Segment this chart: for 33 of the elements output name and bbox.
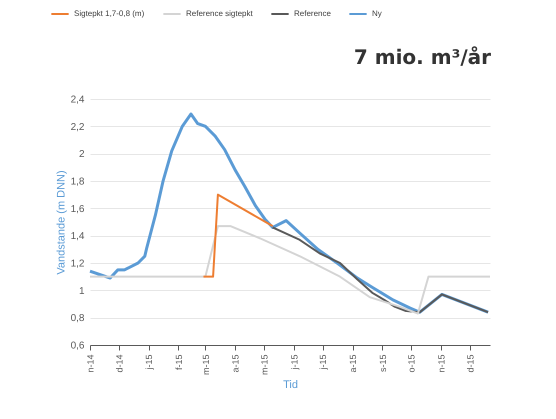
x-tick-label: n-14 (86, 354, 96, 373)
x-tick-label: s-15 (378, 354, 388, 372)
legend-label: Ny (372, 9, 382, 18)
y-tick-label: 1,6 (70, 204, 85, 215)
chart-title: 7 mio. m³/år (354, 45, 492, 69)
x-tick-label: a-15 (230, 354, 241, 373)
line-series (89, 225, 491, 315)
x-tick-label: o-15 (406, 354, 417, 373)
y-tick-label: 1 (78, 286, 85, 297)
y-tick-label: 1,8 (70, 176, 85, 188)
legend-label: Reference (294, 9, 332, 18)
x-axis-title: Tid (283, 379, 298, 392)
x-tick-label: j-15 (144, 354, 154, 371)
y-tick-label: 1,2 (70, 258, 85, 270)
y-tick-label: 2 (78, 149, 85, 160)
x-tick-label: n-15 (436, 354, 446, 373)
legend-label: Sigtepkt 1,7-0,8 (m) (74, 9, 145, 18)
x-tick-label: f-15 (174, 354, 184, 370)
x-tick-label: a-15 (348, 354, 358, 373)
legend-label: Reference sigtepkt (186, 9, 254, 18)
x-tick-label: m-15 (200, 354, 211, 376)
y-axis-title: Vandstande (m DNN) (56, 170, 68, 275)
y-tick-label: 2,2 (70, 122, 85, 133)
line-series (272, 226, 490, 314)
x-tick-label: j-15 (318, 354, 328, 371)
x-tick-label: m-15 (260, 354, 270, 376)
y-tick-label: 1,4 (70, 231, 85, 242)
y-tick-label: 2,4 (70, 94, 85, 106)
x-tick-label: j-15 (289, 354, 300, 371)
x-tick-label: d-14 (114, 354, 124, 373)
y-tick-label: 0,6 (70, 340, 85, 352)
y-tick-label: 0,8 (70, 313, 85, 324)
x-tick-label: d-15 (465, 354, 476, 373)
